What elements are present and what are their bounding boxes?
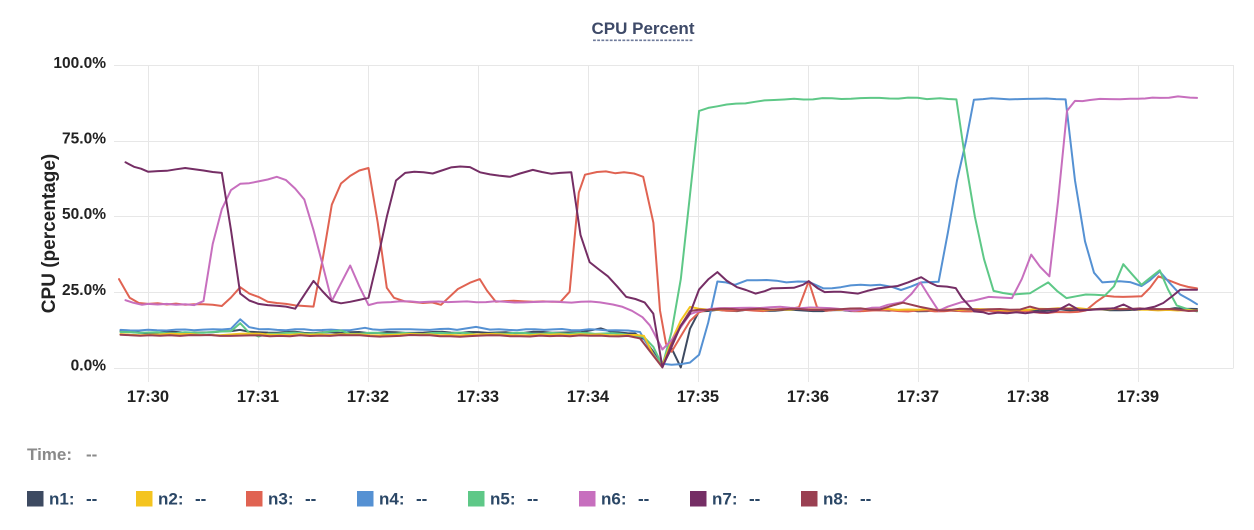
svg-text:--: --	[860, 490, 871, 509]
svg-text:n5:: n5:	[490, 490, 516, 509]
svg-text:--: --	[86, 445, 97, 464]
svg-text:n1:: n1:	[49, 490, 75, 509]
svg-text:--: --	[749, 490, 760, 509]
svg-text:--: --	[638, 490, 649, 509]
svg-text:0.0%: 0.0%	[71, 358, 107, 375]
svg-text:17:39: 17:39	[1117, 388, 1159, 406]
svg-text:CPU Percent: CPU Percent	[592, 19, 695, 38]
svg-text:--: --	[195, 490, 206, 509]
svg-text:CPU (percentage): CPU (percentage)	[39, 154, 60, 313]
svg-text:17:31: 17:31	[237, 388, 279, 406]
svg-text:50.0%: 50.0%	[62, 206, 106, 223]
svg-text:--: --	[305, 490, 316, 509]
svg-text:--: --	[86, 490, 97, 509]
svg-text:17:37: 17:37	[897, 388, 939, 406]
svg-text:17:38: 17:38	[1007, 388, 1049, 406]
svg-text:17:36: 17:36	[787, 388, 829, 406]
svg-text:25.0%: 25.0%	[62, 282, 106, 299]
svg-text:17:34: 17:34	[567, 388, 610, 406]
svg-text:100.0%: 100.0%	[53, 55, 106, 72]
svg-text:--: --	[527, 490, 538, 509]
svg-text:--: --	[416, 490, 427, 509]
svg-text:n3:: n3:	[268, 490, 294, 509]
svg-text:Time:: Time:	[27, 445, 72, 464]
svg-text:17:33: 17:33	[457, 388, 499, 406]
svg-text:17:35: 17:35	[677, 388, 719, 406]
svg-text:n2:: n2:	[158, 490, 184, 509]
svg-text:n8:: n8:	[823, 490, 849, 509]
svg-text:17:32: 17:32	[347, 388, 389, 406]
svg-text:75.0%: 75.0%	[62, 131, 106, 148]
svg-text:17:30: 17:30	[127, 388, 169, 406]
svg-text:n4:: n4:	[379, 490, 405, 509]
svg-text:n7:: n7:	[712, 490, 738, 509]
svg-text:n6:: n6:	[601, 490, 627, 509]
